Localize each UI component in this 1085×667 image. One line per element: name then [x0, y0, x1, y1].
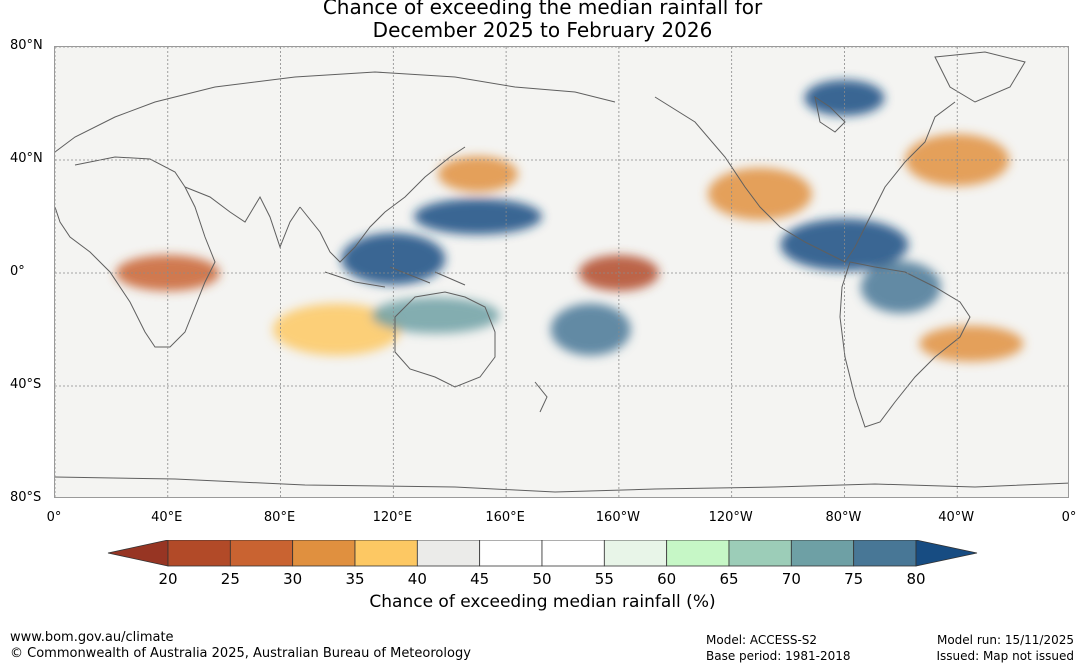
longitude-label: 120°E [372, 510, 413, 525]
colorbar-tick-label: 75 [844, 570, 863, 588]
anomaly-region [413, 198, 542, 235]
coast-north-america [654, 96, 956, 263]
coast-new-zealand [534, 381, 548, 413]
colorbar: 20 25 30 35 40 45 50 55 60 65 70 75 80 [107, 540, 978, 588]
colorbar-tick-label: 40 [408, 570, 427, 588]
coast-arabia-india [184, 186, 301, 249]
map-title-line1: Chance of exceeding the median rainfall … [322, 0, 763, 19]
longitude-label: 120°W [708, 510, 753, 525]
coast-antarctica [55, 476, 1068, 493]
longitude-label: 0° [1061, 510, 1077, 525]
latitude-label: 40°N [10, 151, 43, 166]
longitude-label: 160°W [595, 510, 640, 525]
colorbar-label: Chance of exceeding median rainfall (%) [369, 592, 716, 612]
footer-base-period: Base period: 1981-2018 [706, 649, 851, 663]
colorbar-tick-label: 35 [345, 570, 364, 588]
latitude-label: 80°N [10, 38, 43, 53]
colorbar-segment [603, 540, 668, 567]
longitude-label: 40°E [151, 510, 183, 525]
coastlines [55, 51, 1068, 493]
footer-issued: Issued: Map not issued [936, 649, 1074, 663]
coast-southeast-asia [299, 146, 466, 263]
colorbar-tick-label: 55 [595, 570, 614, 588]
colorbar-tick-label: 60 [657, 570, 676, 588]
colorbar-segment [853, 540, 917, 567]
map-canvas [55, 47, 1068, 497]
longitude-label: 80°E [263, 510, 296, 525]
colorbar-segment [292, 540, 356, 567]
latitude-label: 0° [10, 264, 25, 279]
footer-left: www.bom.gov.au/climate © Commonwealth of… [10, 630, 471, 662]
longitude-label: 0° [46, 510, 62, 525]
longitude-label: 40°W [938, 510, 975, 525]
anomaly-region [707, 167, 812, 220]
footer-model: Model: ACCESS-S2 [706, 633, 818, 647]
colorbar-segment [167, 540, 231, 567]
colorbar-tick-label: 70 [782, 570, 801, 588]
footer-url[interactable]: www.bom.gov.au/climate [10, 630, 174, 645]
colorbar-segment [728, 540, 792, 567]
colorbar-high-arrow [915, 540, 978, 567]
longitude-label: 80°W [825, 510, 862, 525]
map-title-line2: December 2025 to February 2026 [372, 18, 713, 42]
footer-model-info: Model: ACCESS-S2 Base period: 1981-2018 [706, 632, 851, 664]
map-title: Chance of exceeding the median rainfall … [0, 0, 1085, 42]
anomaly-region [860, 261, 941, 314]
colorbar-tick-label: 25 [221, 570, 240, 588]
coast-greenland [934, 51, 1026, 103]
anomaly-shading [115, 79, 1024, 362]
colorbar-segment [416, 540, 481, 567]
anomaly-region [272, 303, 401, 356]
anomaly-region [550, 303, 631, 356]
colorbar-tick-label: 30 [283, 570, 302, 588]
coast-eurasia-north [55, 71, 616, 153]
latitude-label: 40°S [10, 377, 42, 392]
colorbar-segment [666, 540, 730, 567]
colorbar-tick-label: 65 [719, 570, 738, 588]
anomaly-region [804, 79, 885, 116]
graticule [55, 47, 1068, 497]
colorbar-tick-label: 20 [158, 570, 177, 588]
latitude-label: 80°S [10, 490, 42, 505]
anomaly-region [437, 156, 518, 193]
coast-south-america [839, 261, 971, 428]
footer-model-run: Model run: 15/11/2025 [936, 633, 1074, 647]
colorbar-tick-label: 50 [532, 570, 551, 588]
colorbar-segment [229, 540, 294, 567]
anomaly-region [341, 232, 446, 285]
colorbar-segment [479, 540, 543, 567]
footer-run-info: Model run: 15/11/2025 Issued: Map not is… [936, 632, 1074, 664]
colorbar-segment [790, 540, 855, 567]
coast-maritime-islands [324, 266, 466, 288]
anomaly-region [371, 297, 500, 334]
rainfall-map [54, 46, 1069, 498]
colorbar-low-arrow [107, 540, 169, 567]
anomaly-region [919, 325, 1024, 362]
colorbar-tick-label: 45 [470, 570, 489, 588]
footer-copyright: © Commonwealth of Australia 2025, Austra… [10, 646, 471, 661]
colorbar-segment [354, 540, 418, 567]
coast-australia [394, 291, 496, 388]
longitude-label: 160°E [485, 510, 525, 525]
coast-africa [55, 156, 216, 348]
colorbar-tick-label: 80 [906, 570, 925, 588]
coast-hudson-bay [814, 95, 846, 133]
colorbar-segment [541, 540, 605, 567]
